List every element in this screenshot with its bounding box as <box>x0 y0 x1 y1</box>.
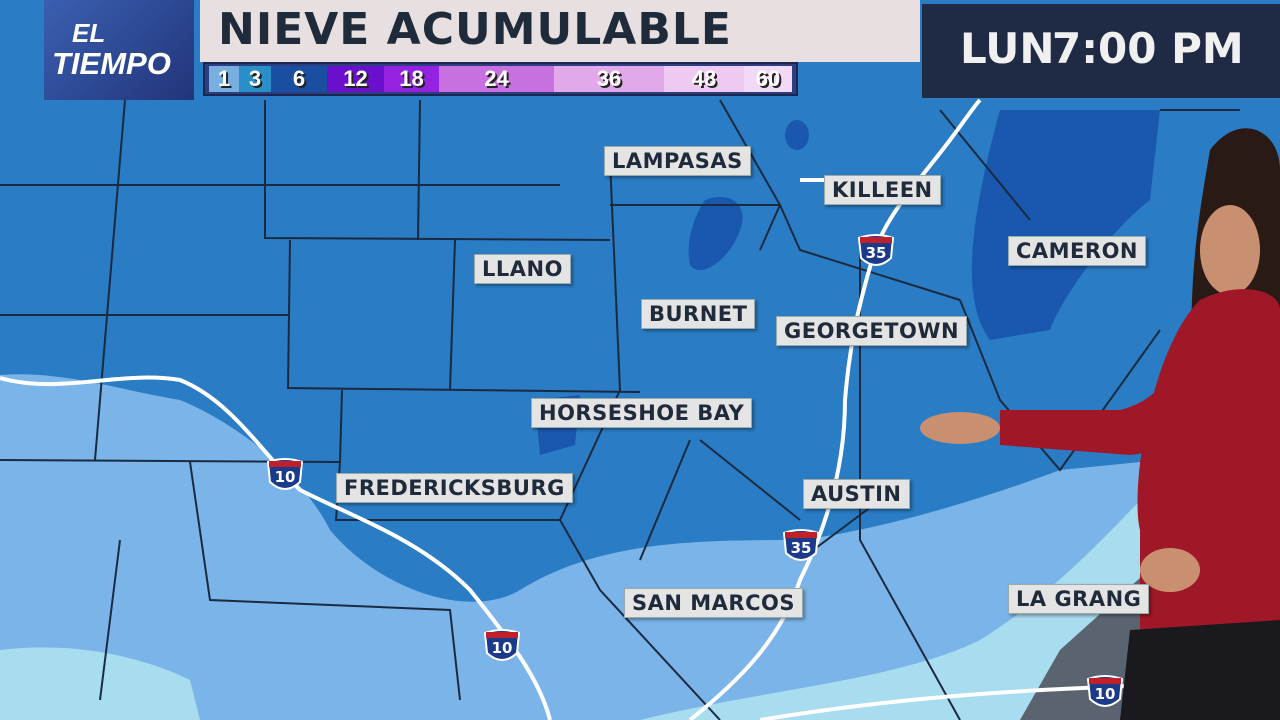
presenter <box>920 128 1280 720</box>
city-label-llano: LLANO <box>474 254 571 284</box>
city-label-georgetown: GEORGETOWN <box>776 316 968 346</box>
el-tiempo-logo: EL TIEMPO <box>44 0 194 100</box>
snow-zone-trace <box>640 480 1160 720</box>
snow-zone-trace <box>0 647 200 720</box>
snow-zone-6in <box>688 196 743 271</box>
city-label-san-marcos: SAN MARCOS <box>624 588 803 618</box>
city-label-la-grange: LA GRANG <box>1008 584 1150 614</box>
city-label-lampasas: LAMPASAS <box>604 146 751 176</box>
city-label-horseshoe-bay: HORSESHOE BAY <box>531 398 753 428</box>
presenter-skirt <box>1120 620 1280 720</box>
legend-swatch: 48 <box>664 66 744 92</box>
presenter-arm <box>1000 310 1220 455</box>
snow-zone-6in <box>971 110 1160 340</box>
city-label-cameron: CAMERON <box>1008 236 1147 266</box>
legend-swatch: 1 <box>209 66 239 92</box>
interstate-shield: 35 <box>857 232 895 272</box>
interstate-shield: 10 <box>266 456 304 496</box>
interstate-shield: 10 <box>483 627 521 667</box>
legend-swatch: 3 <box>239 66 271 92</box>
city-label-burnet: BURNET <box>641 299 756 329</box>
presenter-hand <box>1140 548 1200 592</box>
legend-swatch: 12 <box>327 66 384 92</box>
county-lines <box>0 99 1240 720</box>
legend-swatch: 6 <box>271 66 327 92</box>
interstate-shield: 35 <box>782 527 820 567</box>
time-display: LUN 7:00 PM <box>922 4 1280 98</box>
logo-line1: EL <box>72 18 106 48</box>
day-label: LUN <box>960 24 1055 73</box>
presenter-hand <box>920 412 1000 444</box>
snow-zone-6in <box>785 120 809 150</box>
legend-swatch: 36 <box>554 66 664 92</box>
city-label-fredericksburg: FREDERICKSBURG <box>336 473 573 503</box>
title-bar: NIEVE ACUMULABLE <box>200 0 920 62</box>
snow-legend: 1 3 6 12 18 24 36 48 60 <box>203 62 798 96</box>
time-label: 7:00 PM <box>1052 24 1244 73</box>
city-label-austin: AUSTIN <box>803 479 910 509</box>
page-title: NIEVE ACUMULABLE <box>218 4 732 55</box>
legend-swatch: 24 <box>439 66 554 92</box>
city-label-killeen: KILLEEN <box>824 175 941 205</box>
legend-swatch: 18 <box>384 66 439 92</box>
logo-line2: TIEMPO <box>52 46 171 81</box>
snow-zone-1in <box>0 374 1160 720</box>
presenter-face <box>1200 205 1260 295</box>
legend-swatch: 60 <box>744 66 792 92</box>
interstate-shield: 10 <box>1086 673 1124 713</box>
